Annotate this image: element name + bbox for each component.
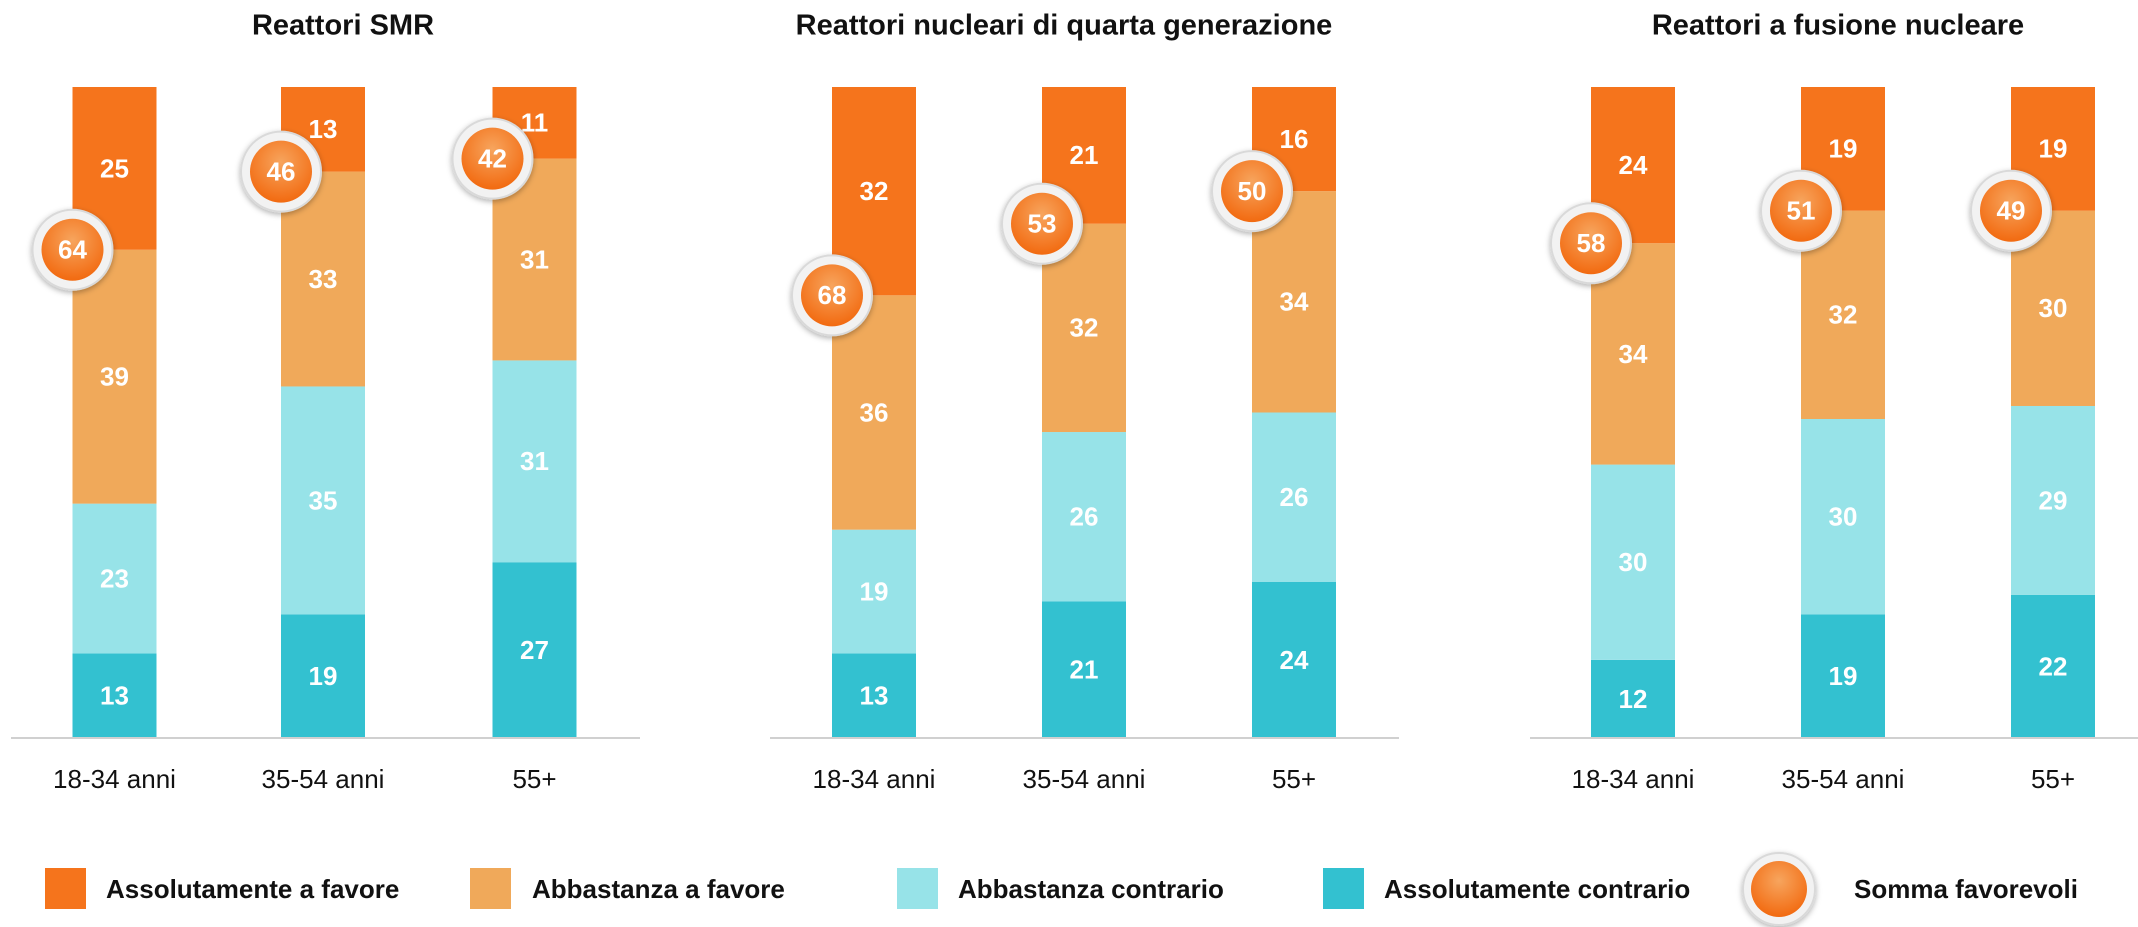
total-marker-core <box>1560 212 1622 275</box>
data-label: 19 <box>309 661 338 691</box>
data-label: 31 <box>520 446 549 476</box>
total-label: 49 <box>1997 196 2026 226</box>
bar-segment <box>72 249 157 504</box>
total-label: 53 <box>1028 209 1057 239</box>
bar-segment <box>2011 594 2095 738</box>
total-marker-core <box>41 218 104 281</box>
total-label: 51 <box>1787 196 1816 226</box>
data-label: 19 <box>1829 661 1858 691</box>
bar-segment <box>1042 432 1126 602</box>
total-marker-core <box>1221 160 1283 223</box>
x-tick-label: 35-54 anni <box>1782 764 1905 794</box>
total-label: 68 <box>818 280 847 310</box>
data-label: 32 <box>1829 300 1858 330</box>
data-label: 12 <box>1619 684 1648 714</box>
bar-segment <box>72 503 157 654</box>
chart-title: Reattori nucleari di quarta generazione <box>796 10 1333 42</box>
bar-segment <box>1591 659 1675 738</box>
data-label: 30 <box>1829 502 1858 532</box>
data-label: 19 <box>2039 134 2068 164</box>
data-label: 31 <box>520 244 549 274</box>
chart-title: Reattori SMR <box>252 10 434 42</box>
data-label: 34 <box>1619 339 1648 369</box>
legend-swatch <box>897 868 938 909</box>
total-label: 64 <box>58 235 87 265</box>
total-marker-core <box>250 140 312 203</box>
x-tick-label: 18-34 anni <box>53 764 176 794</box>
bar-segment <box>72 653 157 738</box>
data-label: 34 <box>1280 287 1309 317</box>
bar-segment <box>1801 614 1885 738</box>
data-label: 26 <box>1070 502 1099 532</box>
data-label: 23 <box>100 563 129 593</box>
legend-label: Somma favorevoli <box>1854 874 2078 904</box>
data-label: 21 <box>1070 140 1099 170</box>
legend-swatch <box>45 868 86 909</box>
bar-segment <box>1801 419 1885 615</box>
total-label: 46 <box>267 157 296 187</box>
bar-segment <box>1252 581 1336 738</box>
data-label: 30 <box>1619 547 1648 577</box>
legend-label: Assolutamente a favore <box>106 874 399 904</box>
total-marker-core <box>1980 179 2042 242</box>
bar-segment <box>832 529 916 654</box>
data-label: 27 <box>520 635 549 665</box>
total-marker-core <box>461 127 524 190</box>
data-label: 19 <box>860 576 889 606</box>
bar-segment <box>832 295 916 530</box>
x-tick-label: 55+ <box>2031 764 2075 794</box>
data-label: 32 <box>1070 313 1099 343</box>
chart-title: Reattori a fusione nucleare <box>1652 10 2024 42</box>
data-label: 29 <box>2039 485 2068 515</box>
legend-swatch <box>1323 868 1364 909</box>
data-label: 19 <box>1829 134 1858 164</box>
total-label: 50 <box>1238 176 1267 206</box>
data-label: 22 <box>2039 651 2068 681</box>
bar-segment <box>492 562 577 738</box>
x-tick-label: 55+ <box>512 764 556 794</box>
bar-segment <box>281 386 365 615</box>
data-label: 16 <box>1280 124 1309 154</box>
data-label: 25 <box>100 153 129 183</box>
data-label: 13 <box>100 681 129 711</box>
total-label: 42 <box>478 143 507 173</box>
bar-segment <box>492 360 577 563</box>
legend-label: Abbastanza contrario <box>958 874 1224 904</box>
data-label: 32 <box>860 176 889 206</box>
data-label: 30 <box>2039 293 2068 323</box>
bar-segment <box>2011 405 2095 595</box>
x-tick-label: 35-54 anni <box>1023 764 1146 794</box>
data-label: 26 <box>1280 482 1309 512</box>
data-label: 35 <box>309 485 338 515</box>
total-label: 58 <box>1577 228 1606 258</box>
bar-segment <box>1252 412 1336 582</box>
bar-segment <box>832 653 916 738</box>
x-tick-label: 35-54 anni <box>262 764 385 794</box>
x-tick-label: 18-34 anni <box>813 764 936 794</box>
legend-swatch <box>470 868 511 909</box>
data-label: 39 <box>100 362 129 392</box>
bar-segment <box>1591 464 1675 660</box>
bar-segment <box>1042 601 1126 738</box>
x-tick-label: 55+ <box>1272 764 1316 794</box>
data-label: 33 <box>309 264 338 294</box>
data-label: 36 <box>860 397 889 427</box>
bar-segment <box>281 614 365 738</box>
legend-label: Assolutamente contrario <box>1384 874 1690 904</box>
data-label: 13 <box>309 114 338 144</box>
data-label: 13 <box>860 681 889 711</box>
total-marker-core <box>801 264 863 327</box>
total-marker-core <box>1770 179 1832 242</box>
data-label: 21 <box>1070 655 1099 685</box>
data-label: 11 <box>521 108 549 138</box>
x-tick-label: 18-34 anni <box>1572 764 1695 794</box>
data-label: 24 <box>1280 645 1309 675</box>
data-label: 24 <box>1619 150 1648 180</box>
legend-marker-core <box>1751 861 1807 917</box>
total-marker-core <box>1011 192 1073 255</box>
legend-label: Abbastanza a favore <box>532 874 785 904</box>
